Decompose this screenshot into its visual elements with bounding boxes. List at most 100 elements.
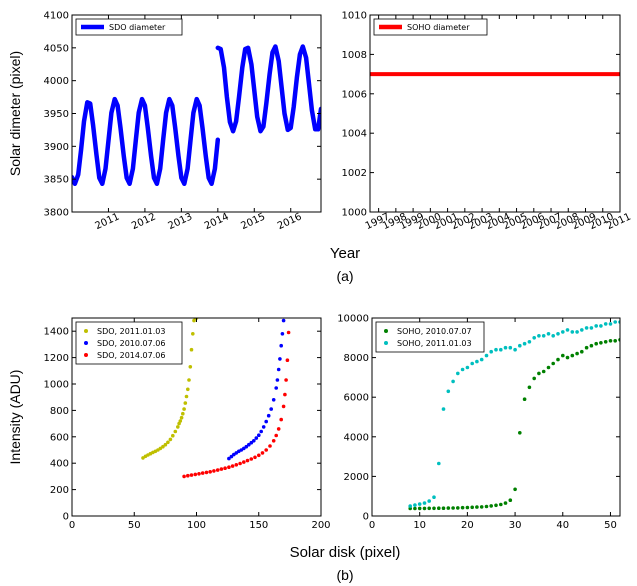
y-tick-label: 600 <box>50 432 69 443</box>
data-point <box>589 343 594 348</box>
data-point <box>522 341 527 346</box>
y-tick-label: 2000 <box>344 472 369 483</box>
data-point <box>197 472 201 476</box>
data-point <box>494 347 498 352</box>
y-tick-label: 1010 <box>342 11 367 22</box>
data-point <box>173 429 178 434</box>
legend-label: SDO, 2010.07.06 <box>97 339 165 348</box>
data-point <box>238 461 242 466</box>
data-point <box>594 341 598 346</box>
data-point <box>245 458 250 463</box>
data-point <box>532 376 536 381</box>
data-point <box>513 347 517 352</box>
data-point <box>274 433 279 438</box>
data-point <box>608 339 613 343</box>
data-point <box>589 326 594 330</box>
data-point <box>163 442 168 447</box>
y-tick-label: 1006 <box>342 89 367 100</box>
data-point <box>522 397 527 402</box>
data-point <box>275 378 280 382</box>
data-point <box>260 451 265 455</box>
data-point <box>280 332 285 336</box>
data-point <box>437 506 441 511</box>
x-tick-label: 0 <box>69 520 75 531</box>
data-point <box>269 407 274 411</box>
x-tick-label: 150 <box>249 520 268 531</box>
data-point <box>446 389 451 394</box>
legend-swatch <box>384 329 388 333</box>
data-point <box>188 365 193 369</box>
legend-swatch <box>384 341 388 345</box>
data-point <box>278 357 282 361</box>
data-point <box>465 365 470 370</box>
axes-frame <box>371 317 621 517</box>
data-point <box>608 322 613 326</box>
data-point <box>413 503 417 507</box>
data-point <box>176 425 180 429</box>
data-point <box>181 411 185 416</box>
data-point <box>252 439 256 443</box>
data-point <box>489 504 494 508</box>
data-point <box>183 401 188 405</box>
data-point <box>460 505 465 510</box>
data-point <box>556 332 560 336</box>
data-point <box>499 502 503 507</box>
data-point <box>279 343 284 348</box>
y-tick-label: 1400 <box>44 327 69 338</box>
data-point <box>565 328 570 332</box>
data-point <box>470 505 475 510</box>
legend: SDO diameter <box>75 18 183 36</box>
data-point <box>178 419 183 423</box>
data-point <box>580 349 584 354</box>
axes-frame <box>369 14 621 213</box>
legend-swatch <box>84 341 88 345</box>
data-point <box>259 429 264 434</box>
data-point <box>479 357 484 362</box>
data-point <box>168 437 173 442</box>
data-point <box>191 332 195 336</box>
data-point <box>274 386 279 390</box>
data-point <box>575 330 579 334</box>
y-tick-label: 1000 <box>342 208 367 219</box>
data-point <box>247 442 251 447</box>
x-axis-label-solar-disk: Solar disk (pixel) <box>290 544 401 561</box>
data-point <box>584 326 589 330</box>
data-point <box>223 466 227 471</box>
data-point <box>441 407 446 411</box>
data-point <box>546 332 551 336</box>
data-point <box>518 431 522 435</box>
data-point <box>503 345 508 350</box>
data-point <box>271 439 276 443</box>
x-tick-label: 50 <box>128 520 141 531</box>
y-tick-label: 3900 <box>44 142 69 153</box>
legend-box <box>75 18 183 36</box>
y-tick-label: 0 <box>63 512 69 523</box>
y-tick-label: 4050 <box>44 43 69 54</box>
data-point <box>499 347 503 352</box>
data-point <box>261 425 266 429</box>
y-tick-label: 4000 <box>44 76 69 87</box>
y-tick-label: 6000 <box>344 393 369 404</box>
y-tick-label: 1000 <box>44 380 69 391</box>
x-axis-label-year: Year <box>330 245 360 262</box>
data-point <box>551 361 555 366</box>
data-point <box>208 470 212 474</box>
y-tick-label: 400 <box>50 459 69 470</box>
data-point <box>484 353 489 358</box>
data-point <box>584 345 589 350</box>
legend: SDO, 2011.01.03 SDO, 2010.07.06 SDO, 2014.… <box>75 321 183 365</box>
data-point <box>561 330 565 334</box>
data-point <box>475 505 479 509</box>
data-point <box>603 322 608 326</box>
y-tick-label: 4000 <box>344 432 369 443</box>
x-tick-label: 2013 <box>166 211 194 232</box>
chart-a-left: 2011 2012 2013 2014 2015 2016 3800 3850 3900 3950… <box>7 11 322 232</box>
data-point <box>427 499 432 503</box>
legend: SOHO diameter <box>373 18 488 36</box>
data-point <box>276 367 281 372</box>
data-point <box>285 358 290 363</box>
x-tick-label: 2016 <box>276 211 304 232</box>
data-point <box>508 498 513 503</box>
data-point <box>556 357 560 362</box>
data-point <box>186 473 190 478</box>
